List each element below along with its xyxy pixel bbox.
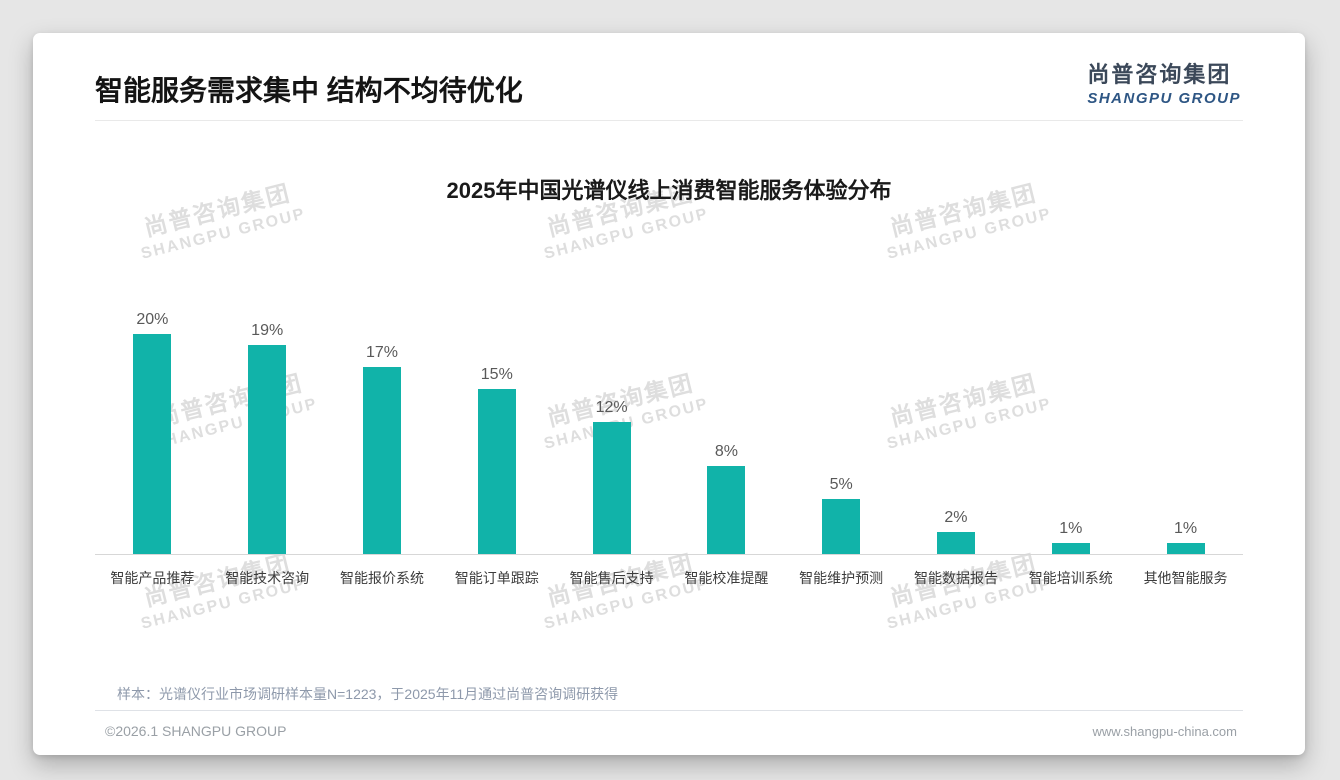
bar-value-label: 19% xyxy=(251,322,284,339)
bar-group: 8% xyxy=(669,305,784,554)
bar-group: 19% xyxy=(210,305,325,554)
bar xyxy=(1166,543,1205,554)
bar xyxy=(822,499,861,554)
bar-group: 5% xyxy=(784,305,899,554)
category-label: 智能数据报告 xyxy=(913,570,998,586)
slide-header: 智能服务需求集中 结构不均待优化 尚普咨询集团 SHANGPU GROUP xyxy=(95,33,1243,121)
bar xyxy=(362,367,401,554)
bar-value-label: 15% xyxy=(480,366,513,383)
sample-footnote: 样本：光谱仪行业市场调研样本量N=1223，于2025年11月通过尚普咨询调研获… xyxy=(117,686,619,702)
bar-value-label: 8% xyxy=(714,443,738,460)
category-label: 智能售后支持 xyxy=(569,570,654,586)
copyright-text: ©2026.1 SHANGPU GROUP xyxy=(105,723,287,739)
bar xyxy=(936,532,975,554)
bar-group: 2% xyxy=(899,305,1014,554)
bar-value-label: 17% xyxy=(365,344,398,361)
category-label: 智能报价系统 xyxy=(339,570,424,586)
bar xyxy=(477,389,516,554)
bar-value-label: 2% xyxy=(944,509,968,526)
bar-group: 17% xyxy=(325,305,440,554)
bar-group: 12% xyxy=(554,305,669,554)
category-label: 智能订单跟踪 xyxy=(454,570,539,586)
bar-value-label: 1% xyxy=(1174,520,1198,537)
slide-footer: ©2026.1 SHANGPU GROUP www.shangpu-china.… xyxy=(95,710,1243,755)
website-text: www.shangpu-china.com xyxy=(1092,723,1237,739)
category-axis: 智能产品推荐 智能技术咨询 智能报价系统 智能订单跟踪 智能售后支持 智能校准提醒 智能维护… xyxy=(95,555,1243,588)
company-logo: 尚普咨询集团 SHANGPU GROUP xyxy=(1087,57,1241,107)
bar-value-label: 12% xyxy=(595,399,628,416)
category-label: 智能技术咨询 xyxy=(225,570,310,586)
chart-title: 2025年中国光谱仪线上消费智能服务体验分布 xyxy=(446,178,892,203)
slide-card: 尚普咨询集团 SHANGPU GROUP 尚普咨询集团 SHANGPU GROUP 尚普… xyxy=(33,33,1305,755)
bar-chart-plot: 20% 19% 17% 15% 12% 8% 5% 2% 1% 1% xyxy=(95,305,1243,555)
bar-value-label: 1% xyxy=(1059,520,1083,537)
bar-group: 1% xyxy=(1013,305,1128,554)
logo-english-text: SHANGPU GROUP xyxy=(1087,90,1241,107)
bar-chart: 2025年中国光谱仪线上消费智能服务体验分布 20% 19% 17% 15% 12% 8%… xyxy=(33,173,1305,704)
bar xyxy=(1051,543,1090,554)
bar xyxy=(707,466,746,554)
category-label: 智能培训系统 xyxy=(1028,570,1113,586)
page-title: 智能服务需求集中 结构不均待优化 xyxy=(95,75,523,106)
bar-group: 15% xyxy=(439,305,554,554)
category-label: 其他智能服务 xyxy=(1143,570,1228,586)
bar-group: 20% xyxy=(95,305,210,554)
bar-value-label: 5% xyxy=(829,476,853,493)
bar xyxy=(248,345,287,554)
category-label: 智能维护预测 xyxy=(799,570,884,586)
logo-chinese-text: 尚普咨询集团 xyxy=(1087,62,1232,87)
bar-value-label: 20% xyxy=(136,311,169,328)
bar xyxy=(592,422,631,554)
bar-group: 1% xyxy=(1128,305,1243,554)
category-label: 智能校准提醒 xyxy=(684,570,769,586)
category-label: 智能产品推荐 xyxy=(110,570,195,586)
bar xyxy=(133,334,172,554)
